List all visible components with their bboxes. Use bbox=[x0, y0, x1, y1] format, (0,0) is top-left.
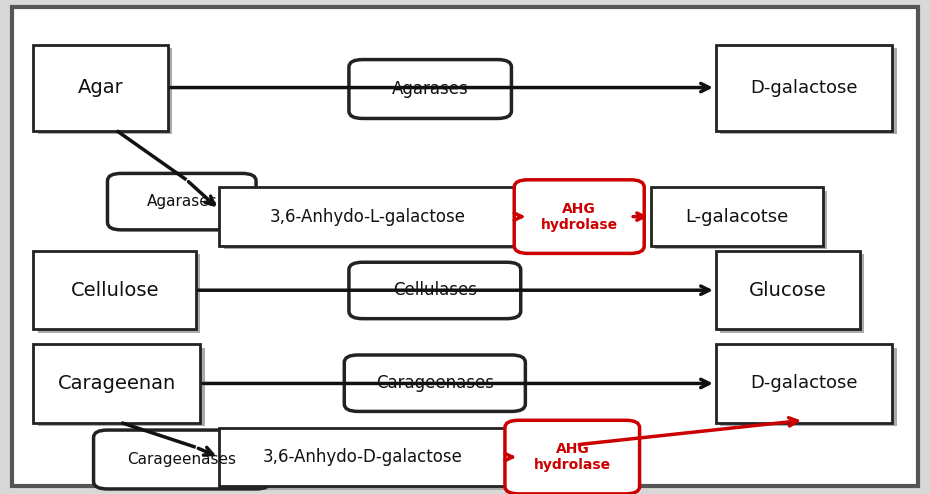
FancyBboxPatch shape bbox=[38, 254, 200, 333]
FancyBboxPatch shape bbox=[219, 187, 516, 246]
FancyBboxPatch shape bbox=[33, 45, 167, 131]
Text: Agarases: Agarases bbox=[146, 194, 217, 209]
Text: D-galactose: D-galactose bbox=[751, 79, 857, 96]
FancyBboxPatch shape bbox=[349, 262, 521, 319]
FancyBboxPatch shape bbox=[12, 6, 918, 486]
FancyBboxPatch shape bbox=[656, 191, 827, 249]
Text: Cellulose: Cellulose bbox=[71, 281, 159, 300]
FancyBboxPatch shape bbox=[349, 60, 512, 119]
Text: Carageenan: Carageenan bbox=[58, 374, 176, 393]
Text: AHG
hydrolase: AHG hydrolase bbox=[540, 202, 618, 232]
Text: L-galacotse: L-galacotse bbox=[685, 207, 789, 226]
Text: Cellulases: Cellulases bbox=[393, 281, 477, 299]
FancyBboxPatch shape bbox=[223, 191, 521, 249]
FancyBboxPatch shape bbox=[223, 431, 512, 490]
FancyBboxPatch shape bbox=[33, 251, 195, 329]
FancyBboxPatch shape bbox=[651, 187, 822, 246]
Text: D-galactose: D-galactose bbox=[751, 374, 857, 392]
Text: Carageenases: Carageenases bbox=[127, 452, 236, 467]
FancyBboxPatch shape bbox=[219, 428, 507, 487]
FancyBboxPatch shape bbox=[721, 48, 897, 134]
FancyBboxPatch shape bbox=[108, 173, 256, 230]
FancyBboxPatch shape bbox=[505, 420, 640, 494]
Text: AHG
hydrolase: AHG hydrolase bbox=[534, 442, 611, 472]
FancyBboxPatch shape bbox=[721, 348, 897, 426]
FancyBboxPatch shape bbox=[716, 251, 859, 329]
FancyBboxPatch shape bbox=[344, 355, 525, 412]
FancyBboxPatch shape bbox=[716, 45, 892, 131]
FancyBboxPatch shape bbox=[716, 344, 892, 423]
FancyBboxPatch shape bbox=[38, 48, 172, 134]
Text: 3,6-Anhydo-D-galactose: 3,6-Anhydo-D-galactose bbox=[263, 448, 463, 466]
FancyBboxPatch shape bbox=[33, 344, 200, 423]
FancyBboxPatch shape bbox=[721, 254, 864, 333]
Text: Agar: Agar bbox=[78, 78, 124, 97]
Text: Agarases: Agarases bbox=[392, 80, 469, 98]
FancyBboxPatch shape bbox=[94, 430, 270, 489]
FancyBboxPatch shape bbox=[38, 348, 205, 426]
Text: 3,6-Anhydo-L-galactose: 3,6-Anhydo-L-galactose bbox=[270, 207, 466, 226]
FancyBboxPatch shape bbox=[514, 180, 644, 253]
Text: Glucose: Glucose bbox=[750, 281, 827, 300]
Text: Carageenases: Carageenases bbox=[377, 374, 494, 392]
